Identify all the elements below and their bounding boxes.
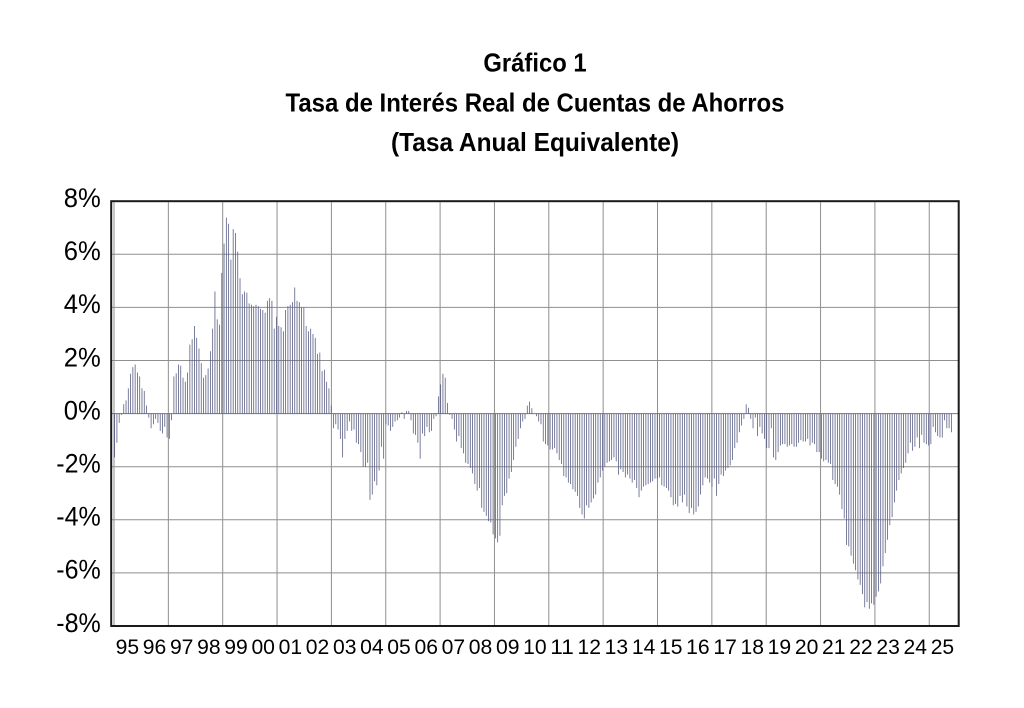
svg-text:4%: 4% bbox=[64, 289, 101, 319]
svg-text:98: 98 bbox=[197, 636, 221, 659]
svg-text:08: 08 bbox=[469, 636, 493, 659]
svg-text:-6%: -6% bbox=[56, 555, 101, 585]
svg-text:22: 22 bbox=[849, 636, 873, 659]
svg-text:6%: 6% bbox=[64, 236, 101, 266]
svg-text:06: 06 bbox=[414, 636, 438, 659]
svg-text:-8%: -8% bbox=[56, 608, 101, 638]
svg-text:00: 00 bbox=[251, 636, 275, 659]
svg-text:10: 10 bbox=[523, 636, 547, 659]
svg-text:8%: 8% bbox=[64, 183, 101, 213]
svg-text:13: 13 bbox=[605, 636, 629, 659]
svg-text:09: 09 bbox=[496, 636, 520, 659]
svg-text:2%: 2% bbox=[64, 342, 101, 372]
svg-text:15: 15 bbox=[659, 636, 683, 659]
svg-text:-2%: -2% bbox=[56, 449, 101, 479]
svg-text:99: 99 bbox=[224, 636, 248, 659]
svg-text:(Tasa Anual Equivalente): (Tasa Anual Equivalente) bbox=[391, 127, 679, 157]
svg-text:-4%: -4% bbox=[56, 502, 101, 532]
svg-text:11: 11 bbox=[550, 636, 574, 659]
svg-text:97: 97 bbox=[170, 636, 194, 659]
svg-text:12: 12 bbox=[577, 636, 601, 659]
svg-text:25: 25 bbox=[931, 636, 955, 659]
svg-text:Tasa de Interés Real de Cuenta: Tasa de Interés Real de Cuentas de Ahorr… bbox=[286, 88, 785, 118]
svg-text:Gráfico 1: Gráfico 1 bbox=[483, 48, 586, 78]
svg-text:17: 17 bbox=[713, 636, 737, 659]
svg-text:14: 14 bbox=[632, 636, 656, 659]
svg-text:05: 05 bbox=[387, 636, 411, 659]
svg-text:24: 24 bbox=[904, 636, 928, 659]
svg-text:21: 21 bbox=[822, 636, 846, 659]
svg-text:02: 02 bbox=[306, 636, 330, 659]
svg-text:0%: 0% bbox=[64, 395, 101, 425]
svg-text:18: 18 bbox=[741, 636, 765, 659]
svg-text:16: 16 bbox=[686, 636, 710, 659]
svg-text:03: 03 bbox=[333, 636, 357, 659]
svg-text:04: 04 bbox=[360, 636, 384, 659]
svg-text:20: 20 bbox=[795, 636, 819, 659]
svg-text:19: 19 bbox=[768, 636, 792, 659]
svg-text:96: 96 bbox=[143, 636, 167, 659]
svg-text:95: 95 bbox=[116, 636, 140, 659]
svg-text:23: 23 bbox=[876, 636, 900, 659]
svg-text:01: 01 bbox=[279, 636, 303, 659]
svg-text:07: 07 bbox=[442, 636, 466, 659]
